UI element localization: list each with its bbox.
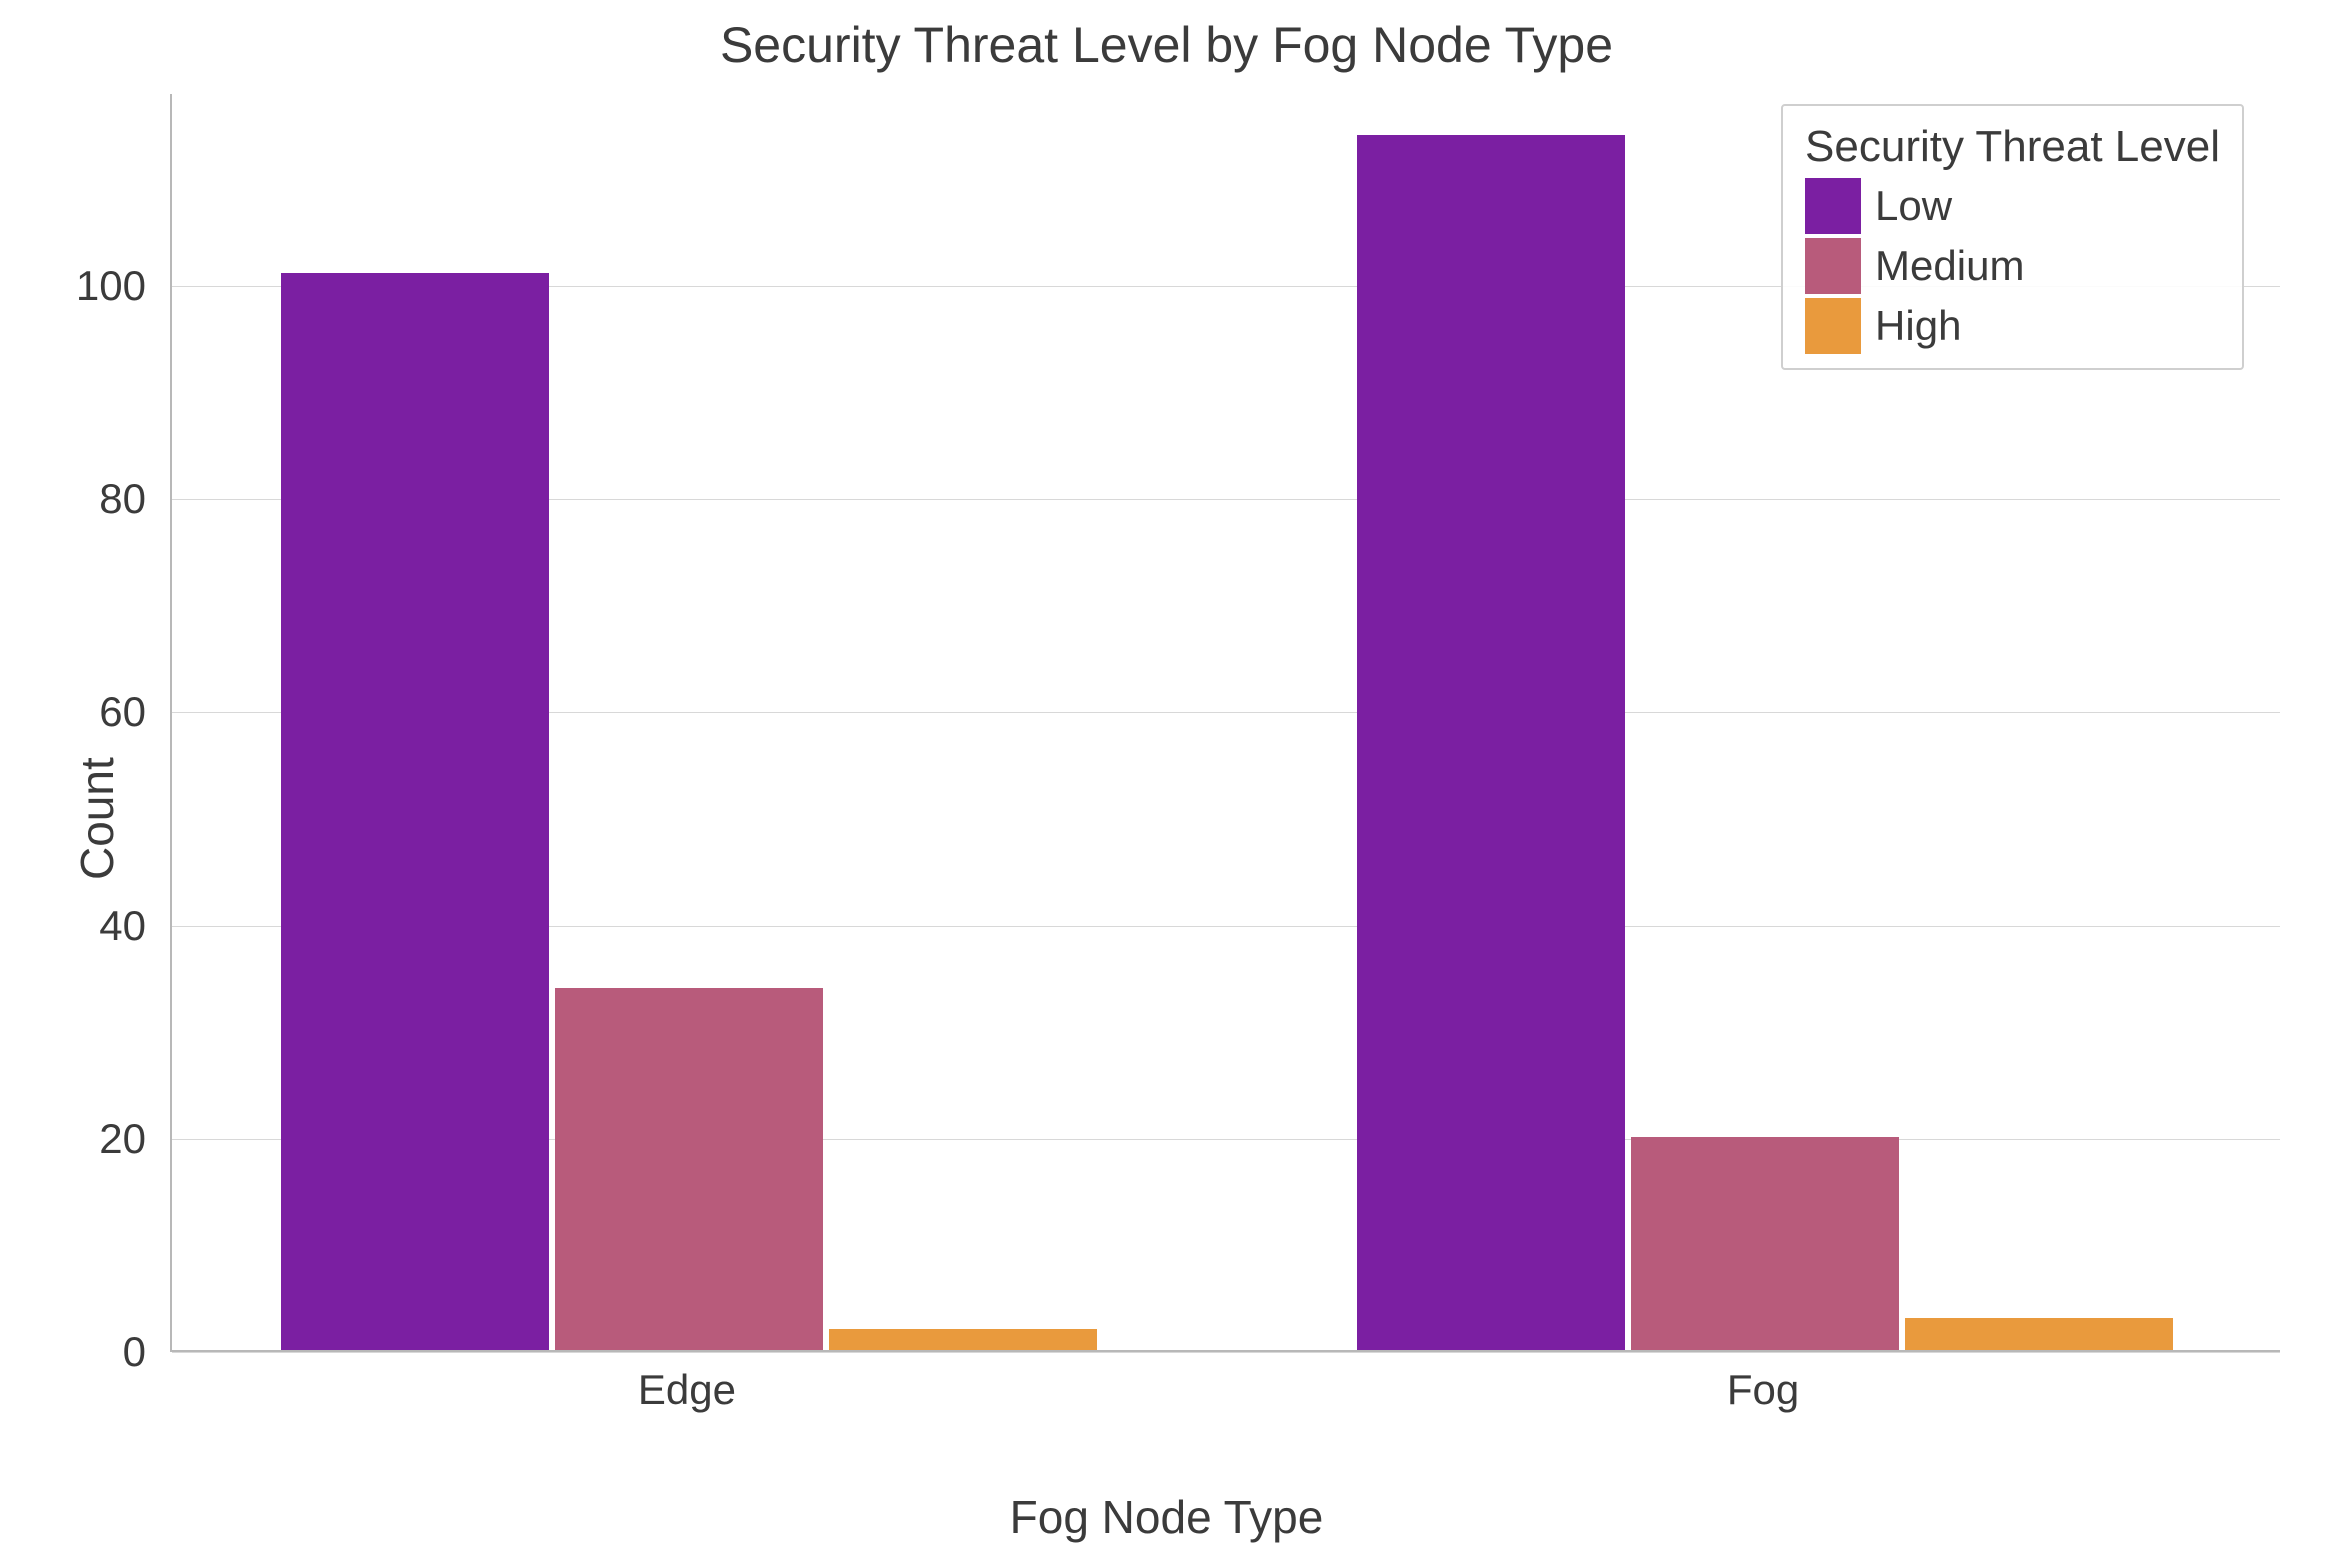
bar: [1631, 1137, 1899, 1350]
plot-area: Security Threat Level Low Medium High: [170, 94, 2280, 1352]
y-tick-label: 100: [0, 262, 146, 310]
y-tick-label: 40: [0, 902, 146, 950]
legend-label: Low: [1875, 182, 1952, 230]
y-tick-label: 20: [0, 1115, 146, 1163]
bar: [1357, 135, 1625, 1350]
x-tick-label: Fog: [1563, 1366, 1963, 1414]
y-axis-label: Count: [70, 757, 124, 880]
chart-title: Security Threat Level by Fog Node Type: [0, 16, 2333, 74]
chart-container: Security Threat Level by Fog Node Type C…: [0, 0, 2333, 1568]
x-tick-label: Edge: [487, 1366, 887, 1414]
legend-item: Low: [1805, 178, 2220, 234]
legend-swatch: [1805, 298, 1861, 354]
x-axis-label: Fog Node Type: [0, 1490, 2333, 1544]
legend-label: Medium: [1875, 242, 2024, 290]
legend-item: Medium: [1805, 238, 2220, 294]
legend: Security Threat Level Low Medium High: [1781, 104, 2244, 370]
bar: [1905, 1318, 2173, 1350]
legend-item: High: [1805, 298, 2220, 354]
gridline: [172, 1352, 2280, 1353]
legend-title: Security Threat Level: [1805, 122, 2220, 172]
legend-swatch: [1805, 238, 1861, 294]
y-tick-label: 0: [0, 1328, 146, 1376]
bar: [829, 1329, 1097, 1350]
legend-swatch: [1805, 178, 1861, 234]
y-tick-label: 80: [0, 475, 146, 523]
legend-label: High: [1875, 302, 1961, 350]
bar: [555, 988, 823, 1350]
y-tick-label: 60: [0, 688, 146, 736]
bar: [281, 273, 549, 1350]
